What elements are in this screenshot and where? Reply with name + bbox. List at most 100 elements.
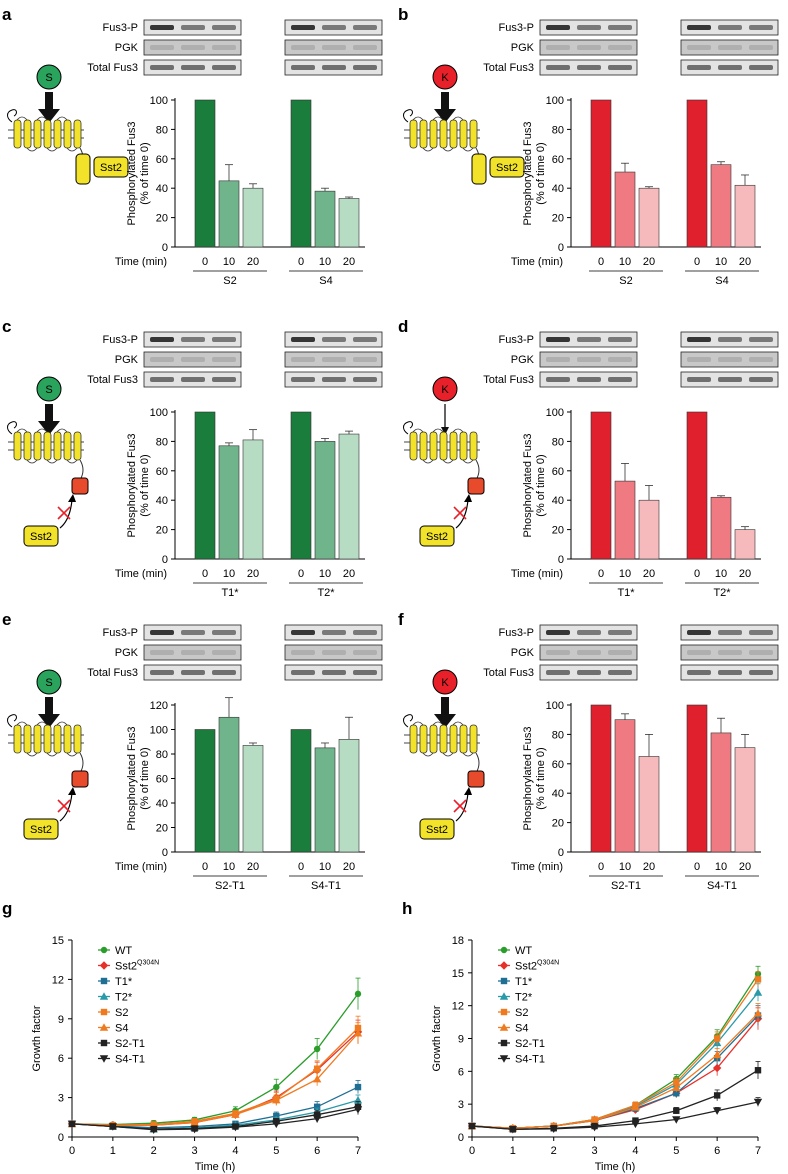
y-tick-label: 80 xyxy=(552,436,564,448)
time-tick-label: 0 xyxy=(694,256,700,268)
y-tick-label: 18 xyxy=(452,935,464,947)
data-point xyxy=(673,1090,680,1097)
blot-band xyxy=(150,25,174,30)
receptor-loop xyxy=(442,459,454,464)
blot-band xyxy=(687,65,711,70)
ligand-circle xyxy=(432,376,458,402)
y-tick-label: 3 xyxy=(58,1093,64,1105)
blot-band xyxy=(749,25,773,30)
x-tick-label: 2 xyxy=(151,1145,157,1157)
time-tick-label: 20 xyxy=(343,568,355,580)
series-line xyxy=(471,1069,759,1130)
receptor-helix xyxy=(429,724,438,754)
time-tick-label: 20 xyxy=(247,256,259,268)
data-point xyxy=(100,977,108,985)
blot-band xyxy=(212,337,236,342)
data-point xyxy=(590,1116,599,1124)
activation-arrow xyxy=(38,697,60,728)
receptor-loop xyxy=(432,428,444,433)
time-tick-label: 20 xyxy=(643,568,655,580)
time-tick-label: 20 xyxy=(343,861,355,873)
data-point xyxy=(631,1120,640,1129)
receptor-helix xyxy=(43,724,52,754)
blot-band xyxy=(181,630,205,635)
receptor-loop xyxy=(26,752,38,757)
blot-band xyxy=(608,45,632,50)
blot-band xyxy=(718,670,742,675)
n-terminus xyxy=(7,714,17,728)
blot-band xyxy=(546,670,570,675)
receptor-loop xyxy=(412,116,424,121)
y-tick-label: 60 xyxy=(156,774,168,786)
data-point xyxy=(631,1103,640,1111)
blot-band xyxy=(353,630,377,635)
bar xyxy=(686,704,708,853)
group-label: S4 xyxy=(715,275,728,287)
blot-band xyxy=(687,630,711,635)
blocked-arrow-head xyxy=(464,494,472,502)
bar xyxy=(338,198,360,248)
y-tick-label: 0 xyxy=(58,1132,64,1144)
blot-band xyxy=(577,650,601,655)
receptor-helix xyxy=(13,724,22,754)
y-tick-label: 0 xyxy=(558,242,564,254)
receptor-loop xyxy=(452,721,464,726)
sst2-box xyxy=(419,818,455,840)
y-axis-label: Phosphorylated Fus3 xyxy=(522,434,534,538)
receptor-loop xyxy=(16,721,28,726)
y-tick-label: 6 xyxy=(458,1066,464,1078)
blot-band xyxy=(181,357,205,362)
time-tick-label: 20 xyxy=(247,861,259,873)
data-point xyxy=(590,1123,599,1132)
y-tick-label: 0 xyxy=(162,554,168,566)
receptor-loop xyxy=(462,459,474,464)
blot-box xyxy=(284,644,383,661)
time-tick-label: 0 xyxy=(298,256,304,268)
data-point xyxy=(231,1123,240,1132)
receptor-helix xyxy=(419,724,428,754)
blot-band xyxy=(749,65,773,70)
blot-band xyxy=(718,25,742,30)
receptor-helix xyxy=(63,119,72,149)
blot-label: Fus3-P xyxy=(103,22,138,34)
y-tick-label: 40 xyxy=(156,798,168,810)
blot-band xyxy=(181,45,205,50)
blot-band xyxy=(546,65,570,70)
data-point xyxy=(190,1125,199,1134)
legend-superscript: Q304N xyxy=(137,960,159,967)
receptor-loop xyxy=(56,721,68,726)
y-tick-label: 40 xyxy=(552,495,564,507)
time-axis-label: Time (min) xyxy=(115,256,167,268)
arrow-head xyxy=(441,427,449,435)
legend-entry: T1* xyxy=(498,976,533,988)
bar xyxy=(590,99,612,248)
y-tick-label: 80 xyxy=(156,124,168,136)
y-axis-label-sub: (% of time 0) xyxy=(535,454,547,516)
blot-band xyxy=(212,357,236,362)
data-point xyxy=(500,1008,508,1016)
receptor-loop xyxy=(46,459,58,464)
x-tick-label: 6 xyxy=(314,1145,320,1157)
time-tick-label: 10 xyxy=(223,256,235,268)
blot-band xyxy=(353,670,377,675)
blot-box xyxy=(539,644,638,661)
time-tick-label: 0 xyxy=(598,256,604,268)
receptor-loop xyxy=(66,459,78,464)
bar xyxy=(710,496,732,560)
series-line xyxy=(71,1086,359,1129)
data-point xyxy=(754,976,762,983)
receptor-helix xyxy=(73,724,82,754)
blot-band xyxy=(608,25,632,30)
c-tail xyxy=(79,459,84,481)
blot-band xyxy=(749,650,773,655)
n-terminus xyxy=(7,421,17,435)
x-tick-label: 2 xyxy=(551,1145,557,1157)
x-tick-label: 5 xyxy=(273,1145,279,1157)
blot-band xyxy=(181,377,205,382)
data-point xyxy=(672,1116,681,1124)
blot-label: Total Fus3 xyxy=(483,667,534,679)
receptor-helix xyxy=(33,431,42,461)
y-tick-label: 0 xyxy=(558,847,564,859)
blot-box xyxy=(284,39,383,56)
